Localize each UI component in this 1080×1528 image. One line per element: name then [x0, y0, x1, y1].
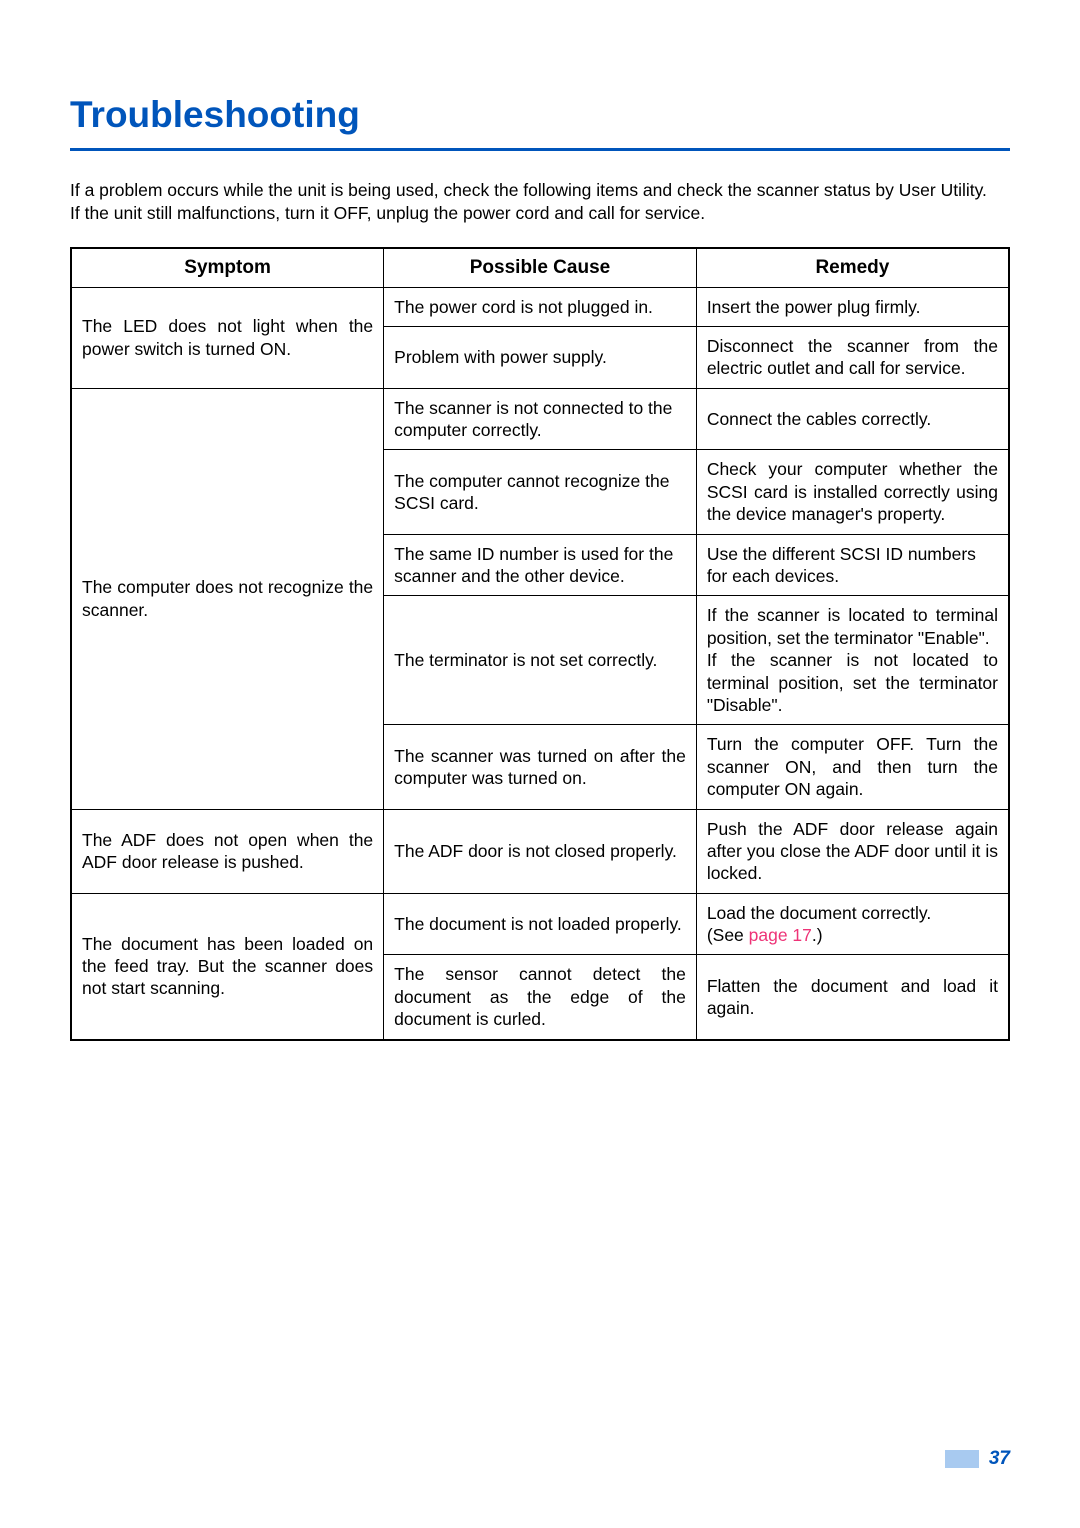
cause-cell: The scanner is not connected to the comp…: [384, 388, 697, 450]
remedy-cell: Disconnect the scanner from the electric…: [696, 326, 1009, 388]
symptom-cell: The computer does not recognize the scan…: [71, 388, 384, 809]
remedy-cell: Turn the computer OFF. Turn the scanner …: [696, 725, 1009, 809]
symptom-cell: The document has been loaded on the feed…: [71, 893, 384, 1039]
col-header-symptom: Symptom: [71, 248, 384, 288]
cause-cell: The scanner was turned on after the comp…: [384, 725, 697, 809]
col-header-remedy: Remedy: [696, 248, 1009, 288]
remedy-cell: Insert the power plug firmly.: [696, 287, 1009, 326]
page-number-value: 37: [989, 1448, 1010, 1470]
cause-cell: The ADF door is not closed properly.: [384, 809, 697, 893]
page-number-box: [945, 1450, 979, 1468]
page-title: Troubleshooting: [70, 94, 1010, 136]
remedy-cell: Use the different SCSI ID numbers for ea…: [696, 534, 1009, 596]
cause-cell: The power cord is not plugged in.: [384, 287, 697, 326]
remedy-cell: Check your computer whether the SCSI car…: [696, 450, 1009, 534]
cause-cell: The sensor cannot detect the document as…: [384, 955, 697, 1040]
table-row: The computer does not recognize the scan…: [71, 388, 1009, 450]
table-row: The document has been loaded on the feed…: [71, 893, 1009, 955]
cause-cell: Problem with power supply.: [384, 326, 697, 388]
symptom-cell: The LED does not light when the power sw…: [71, 287, 384, 388]
cause-cell: The document is not loaded properly.: [384, 893, 697, 955]
remedy-cell: Connect the cables correctly.: [696, 388, 1009, 450]
page-link[interactable]: page 17: [749, 925, 812, 945]
table-header-row: Symptom Possible Cause Remedy: [71, 248, 1009, 288]
remedy-cell: Flatten the document and load it again.: [696, 955, 1009, 1040]
page-number: 37: [945, 1448, 1010, 1470]
troubleshooting-table: Symptom Possible Cause Remedy The LED do…: [70, 247, 1010, 1041]
cause-cell: The computer cannot recognize the SCSI c…: [384, 450, 697, 534]
cause-cell: The terminator is not set correctly.: [384, 596, 697, 725]
cause-cell: The same ID number is used for the scann…: [384, 534, 697, 596]
intro-text: If a problem occurs while the unit is be…: [70, 179, 1010, 225]
symptom-cell: The ADF does not open when the ADF door …: [71, 809, 384, 893]
intro-line-2: If the unit still malfunctions, turn it …: [70, 203, 705, 223]
table-row: The ADF does not open when the ADF door …: [71, 809, 1009, 893]
remedy-cell: Push the ADF door release again after yo…: [696, 809, 1009, 893]
col-header-cause: Possible Cause: [384, 248, 697, 288]
table-row: The LED does not light when the power sw…: [71, 287, 1009, 326]
intro-line-1: If a problem occurs while the unit is be…: [70, 180, 987, 200]
remedy-cell: If the scanner is located to terminal po…: [696, 596, 1009, 725]
remedy-cell: Load the document correctly.(See page 17…: [696, 893, 1009, 955]
title-rule: [70, 148, 1010, 151]
